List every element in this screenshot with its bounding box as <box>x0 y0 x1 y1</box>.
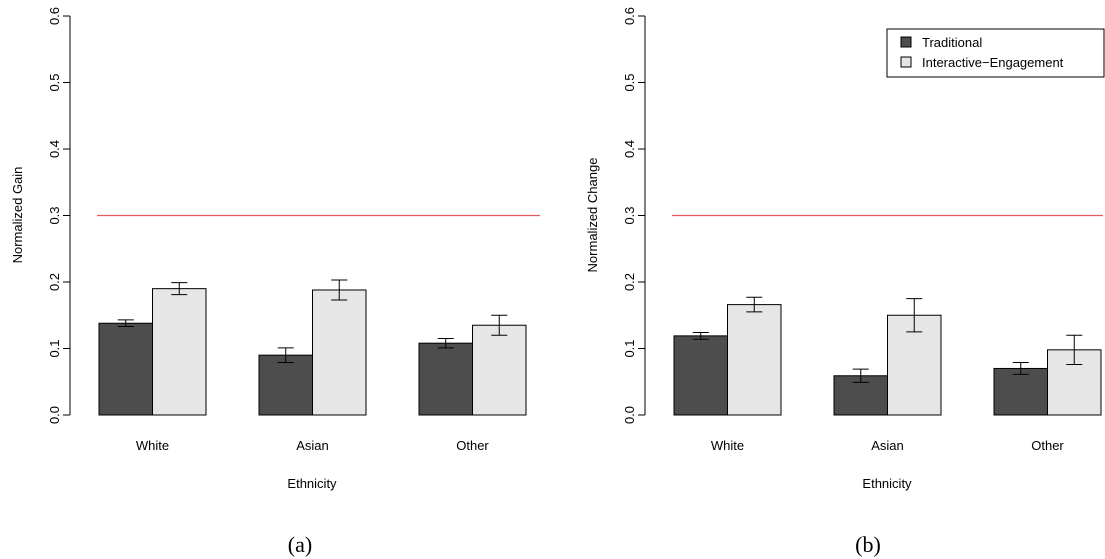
legend-label: Interactive−Engagement <box>922 55 1064 70</box>
y-tick-label: 0.5 <box>622 73 637 91</box>
chart-panel-b: 0.0 0.1 0.2 0.3 0.4 0.5 0.6 White Asian Other Ethn… <box>585 7 1105 557</box>
x-tick-label: Asian <box>871 438 904 453</box>
y-tick-label: 0.5 <box>47 73 62 91</box>
bar-other-traditional <box>418 342 473 416</box>
y-tick-label: 0.0 <box>47 406 62 424</box>
legend: Traditional Interactive−Engagement <box>886 28 1105 78</box>
x-tick-label: Asian <box>296 438 329 453</box>
x-tick-label: White <box>136 438 169 453</box>
y-tick-label: 0.2 <box>622 273 637 291</box>
x-tick-label: Other <box>456 438 489 453</box>
y-tick-label: 0.4 <box>47 140 62 158</box>
y-tick-label: 0.3 <box>47 206 62 224</box>
bar-white-traditional <box>673 335 728 416</box>
y-tick-label: 0.1 <box>47 339 62 357</box>
panel-caption: (b) <box>855 532 881 557</box>
panel-caption: (a) <box>288 532 312 557</box>
bar-asian-interactive <box>312 289 367 416</box>
x-axis-label: Ethnicity <box>287 476 337 491</box>
y-axis-label: Normalized Change <box>585 158 600 273</box>
chart-panel-a: 0.0 0.1 0.2 0.3 0.4 0.5 0.6 White Asian Other Ethn… <box>10 7 540 557</box>
y-tick-label: 0.3 <box>622 206 637 224</box>
y-tick-label: 0.2 <box>47 273 62 291</box>
y-tick-label: 0.6 <box>622 7 637 25</box>
x-axis-label: Ethnicity <box>862 476 912 491</box>
y-tick-label: 0.6 <box>47 7 62 25</box>
legend-swatch-traditional <box>900 36 912 48</box>
bar-white-interactive <box>727 304 782 416</box>
bar-other-interactive <box>472 324 527 416</box>
bar-asian-traditional <box>258 354 313 416</box>
x-tick-label: White <box>711 438 744 453</box>
y-tick-label: 0.0 <box>622 406 637 424</box>
bar-other-traditional <box>993 367 1048 416</box>
bar-white-traditional <box>98 322 153 416</box>
legend-label: Traditional <box>922 35 982 50</box>
x-tick-label: Other <box>1031 438 1064 453</box>
legend-swatch-interactive <box>900 56 912 68</box>
y-tick-label: 0.4 <box>622 140 637 158</box>
y-tick-label: 0.1 <box>622 339 637 357</box>
bar-white-interactive <box>152 288 207 416</box>
y-axis-label: Normalized Gain <box>10 167 25 264</box>
legend-box <box>886 28 1105 78</box>
